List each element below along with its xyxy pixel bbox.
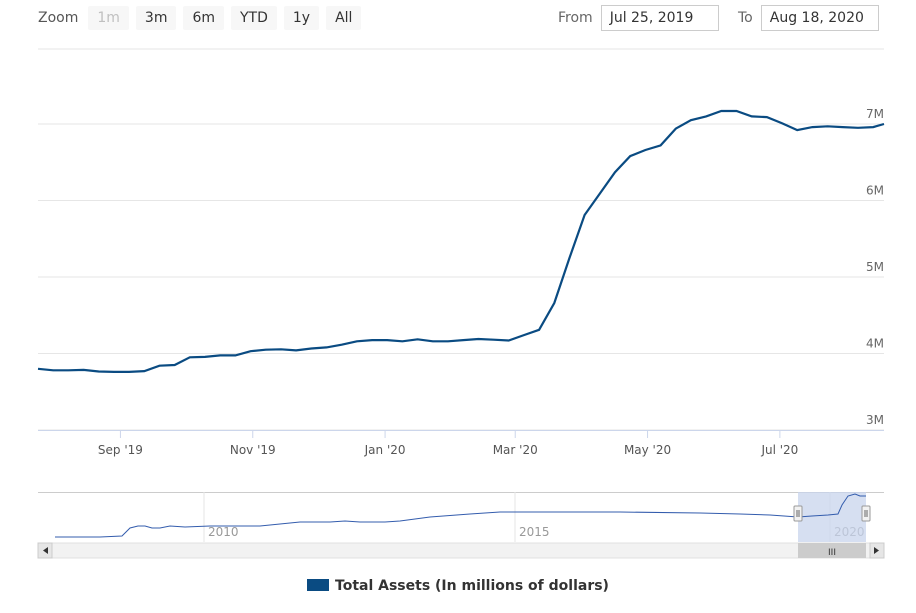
zoom-6m-button[interactable]: 6m: [183, 6, 224, 30]
x-tick-label: Nov '19: [230, 443, 276, 457]
to-date-input[interactable]: Aug 18, 2020: [760, 5, 879, 31]
legend-swatch: [307, 579, 330, 591]
x-tick-label: Sep '19: [98, 443, 143, 457]
chart-area: 3M 4M 5M 6M 7M Sep '19 Nov '19 Jan '20 Mar '20 M…: [37, 48, 885, 559]
zoom-all-button[interactable]: All: [326, 6, 362, 30]
scrollbar-grip: III: [828, 548, 836, 558]
arrow-right-icon: [874, 547, 879, 554]
zoom-label: Zoom: [38, 10, 79, 26]
navigator-tick-label: 2015: [519, 525, 550, 539]
x-tick-label: Jul '20: [760, 443, 798, 457]
from-date-input[interactable]: Jul 25, 2019: [600, 5, 719, 31]
y-tick-label: 7M: [866, 107, 884, 121]
y-tick-label: 5M: [866, 260, 884, 274]
series-line: [37, 109, 885, 373]
y-tick-label: 3M: [866, 413, 884, 427]
to-range: To Aug 18, 2020: [738, 5, 879, 31]
from-label: From: [558, 10, 593, 26]
scrollbar-thumb[interactable]: [798, 543, 866, 558]
zoom-1y-button[interactable]: 1y: [283, 6, 320, 30]
navigator-series-line: [55, 493, 866, 538]
zoom-toolbar: Zoom 1m 3m 6m YTD 1y All: [38, 5, 368, 31]
y-axis-ticks: 3M 4M 5M 6M 7M: [866, 107, 884, 427]
to-label: To: [738, 10, 753, 26]
scrollbar-track[interactable]: [37, 542, 885, 559]
zoom-3m-button[interactable]: 3m: [135, 6, 177, 30]
from-range: From Jul 25, 2019: [558, 5, 719, 31]
gridlines: [38, 48, 884, 431]
navigator-tick-label: 2010: [208, 525, 239, 539]
navigator[interactable]: 201020152020III: [37, 492, 885, 559]
zoom-1m-button[interactable]: 1m: [88, 6, 129, 30]
x-tick-label: May '20: [624, 443, 671, 457]
zoom-ytd-button[interactable]: YTD: [231, 6, 277, 30]
navigator-left-handle[interactable]: [793, 505, 803, 522]
x-tick-label: Jan '20: [364, 443, 406, 457]
legend[interactable]: Total Assets (In millions of dollars): [0, 578, 916, 594]
arrow-left-icon: [43, 547, 48, 554]
x-tick-label: Mar '20: [493, 443, 538, 457]
navigator-selection: [798, 492, 866, 542]
legend-label: Total Assets (In millions of dollars): [335, 578, 609, 594]
y-tick-label: 6M: [866, 184, 884, 198]
x-axis: Sep '19 Nov '19 Jan '20 Mar '20 May '20 Jul '…: [38, 430, 884, 457]
navigator-right-handle[interactable]: [861, 505, 871, 522]
y-tick-label: 4M: [866, 337, 884, 351]
